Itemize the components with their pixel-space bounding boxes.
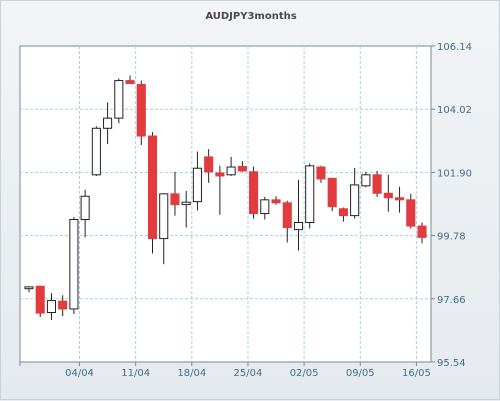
candle-body-up [69,219,79,310]
x-tick-label: 18/04 [177,368,206,379]
candle-body-down [327,177,337,208]
candle-body-down [58,300,68,310]
candle-body-down [417,225,427,238]
candle-body-up [181,201,191,206]
y-tick-label: 106.14 [437,42,472,53]
candle-body-down [316,166,326,180]
candle-body-up [24,286,34,290]
x-tick-label: 11/04 [121,368,150,379]
x-tick-label: 16/05 [402,368,431,379]
candle-body-up [91,127,101,176]
candle-body-down [372,174,382,194]
chart-title: AUDJPY3months [205,11,297,22]
candle-body-down [215,172,225,177]
candle-body-down [204,156,214,173]
candle-body-down [147,135,158,240]
candle-body-down [136,83,146,137]
x-tick-label: 25/04 [234,368,263,379]
y-tick-label: 104.02 [437,105,472,116]
candle-body-up [192,167,202,203]
candle-body-down [395,197,405,201]
candle-body-up [305,165,315,223]
candle-body-down [249,171,259,215]
candle-body-down [125,80,135,85]
candle-body-up [103,117,113,129]
y-tick-label: 99.78 [437,232,466,243]
x-tick-label: 09/05 [346,368,375,379]
candle-body-down [237,165,247,172]
y-tick-label: 95.54 [437,358,466,369]
candle-body-up [80,195,90,221]
candle-body-up [226,166,236,176]
candle-body-down [406,199,416,227]
x-tick-label: 02/05 [290,368,319,379]
candle-body-down [383,192,393,199]
candle-body-up [46,300,56,314]
candle-body-down [271,199,281,204]
candle-body-down [170,193,180,206]
candle-body-up [260,199,270,215]
x-tick-label: 04/04 [65,368,94,379]
candle-body-up [159,193,169,240]
candle-body-down [35,285,45,314]
candle-body-down [338,208,348,217]
candle-body-up [293,221,304,231]
y-tick-label: 101.90 [437,168,472,179]
candle-body-up [361,174,371,187]
candle-body-up [350,184,360,217]
candle-body-down [282,202,292,229]
y-tick-label: 97.66 [437,295,466,306]
candle-body-up [114,80,124,119]
